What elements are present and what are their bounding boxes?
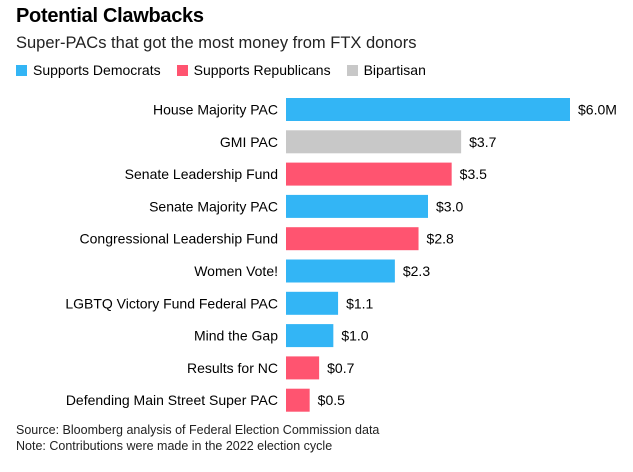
category-label-2: GMI PAC <box>220 134 278 150</box>
legend-item-republicans: Supports Republicans <box>176 62 331 78</box>
bar-9 <box>286 356 320 380</box>
bar-4 <box>286 194 428 218</box>
value-label-2: $3.7 <box>469 134 496 150</box>
bar-2 <box>286 130 462 154</box>
legend-swatch-democrats <box>16 64 27 76</box>
legend-swatch-republicans <box>176 64 188 76</box>
legend-label-bipartisan: Bipartisan <box>363 62 426 78</box>
value-label-6: $2.3 <box>403 263 430 279</box>
bar-7 <box>286 291 339 315</box>
chart-subtitle: Super-PACs that got the most money from … <box>16 34 417 52</box>
value-label-1: $6.0M <box>578 102 617 118</box>
value-label-9: $0.7 <box>327 360 354 376</box>
category-label-4: Senate Majority PAC <box>149 198 278 214</box>
category-label-10: Defending Main Street Super PAC <box>66 392 278 408</box>
value-label-5: $2.8 <box>427 231 454 247</box>
value-label-8: $1.0 <box>341 328 368 344</box>
legend-label-democrats: Supports Democrats <box>33 62 161 78</box>
bar-chart: House Majority PAC $6.0M GMI PAC $3.7 Senate… <box>65 98 617 412</box>
category-label-3: Senate Leadership Fund <box>125 166 278 182</box>
legend-swatch-bipartisan <box>346 64 358 76</box>
chart-title: Potential Clawbacks <box>16 5 204 27</box>
value-label-3: $3.5 <box>460 166 487 182</box>
legend: Supports Democrats Supports Republicans … <box>16 62 442 78</box>
contribution-note: Note: Contributions were made in the 202… <box>16 439 333 453</box>
value-label-10: $0.5 <box>318 392 345 408</box>
bar-1 <box>286 98 570 121</box>
bar-5 <box>286 227 419 251</box>
category-label-7: LGBTQ Victory Fund Federal PAC <box>65 295 278 311</box>
legend-item-democrats: Supports Democrats <box>16 62 161 78</box>
category-label-1: House Majority PAC <box>153 102 278 118</box>
bar-8 <box>286 324 334 348</box>
value-label-7: $1.1 <box>346 295 373 311</box>
category-label-6: Women Vote! <box>194 263 278 279</box>
bar-6 <box>286 259 395 283</box>
category-label-9: Results for NC <box>187 360 278 376</box>
legend-item-bipartisan: Bipartisan <box>346 62 426 78</box>
bar-10 <box>286 388 310 412</box>
bar-3 <box>286 162 452 186</box>
category-label-5: Congressional Leadership Fund <box>80 231 278 247</box>
category-label-8: Mind the Gap <box>194 328 278 344</box>
value-label-4: $3.0 <box>436 198 463 214</box>
source-note: Source: Bloomberg analysis of Federal El… <box>16 423 380 437</box>
legend-label-republicans: Supports Republicans <box>193 62 331 78</box>
